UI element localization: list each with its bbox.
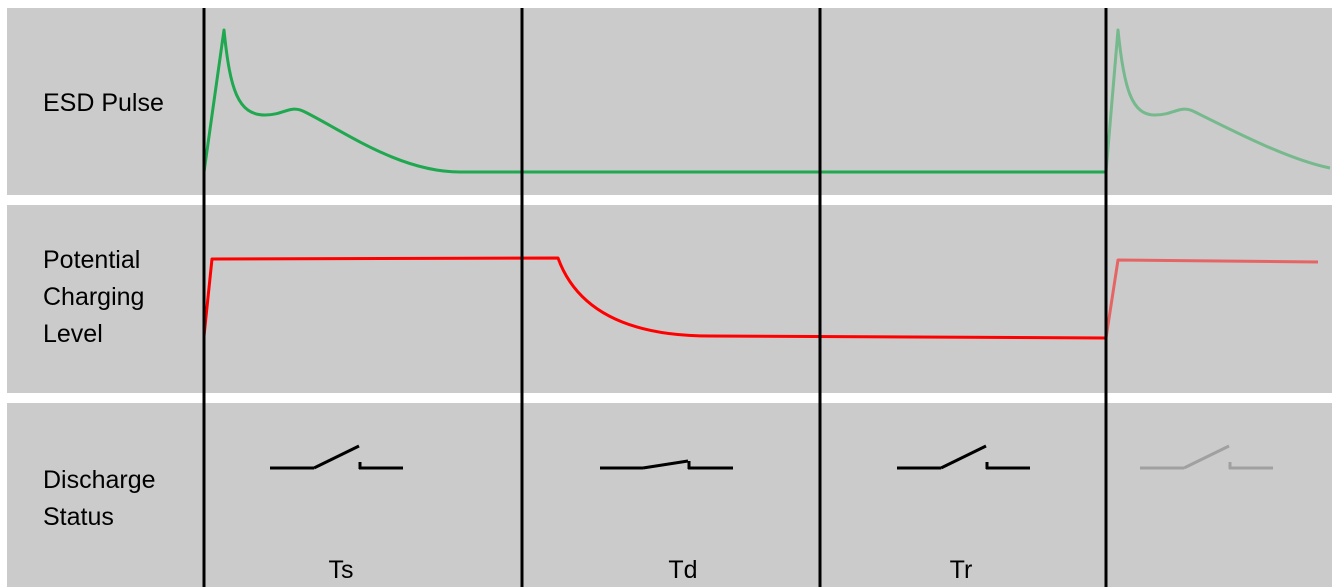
charging-level-label: Potential Charging Level [43,246,145,348]
switch-open-icon [270,444,403,470]
charging-level-waveform-next [1104,258,1319,339]
phase-td-label: Td [668,556,698,584]
phase-tr-label: Tr [949,556,973,584]
discharge-status-label: Discharge Status [43,466,156,531]
switch-open-icon [897,444,1030,470]
discharge-status-band [7,403,1332,587]
esd-pulse-waveform [202,28,1106,174]
esd-pulse-label: ESD Pulse [43,89,164,117]
charging-level-waveform [202,256,1107,340]
switch-open-faded-icon [1140,444,1273,470]
esd-pulse-waveform-next [1104,28,1331,173]
phase-ts-label: Ts [328,556,354,584]
switch-nearly-closed-icon [600,459,733,470]
